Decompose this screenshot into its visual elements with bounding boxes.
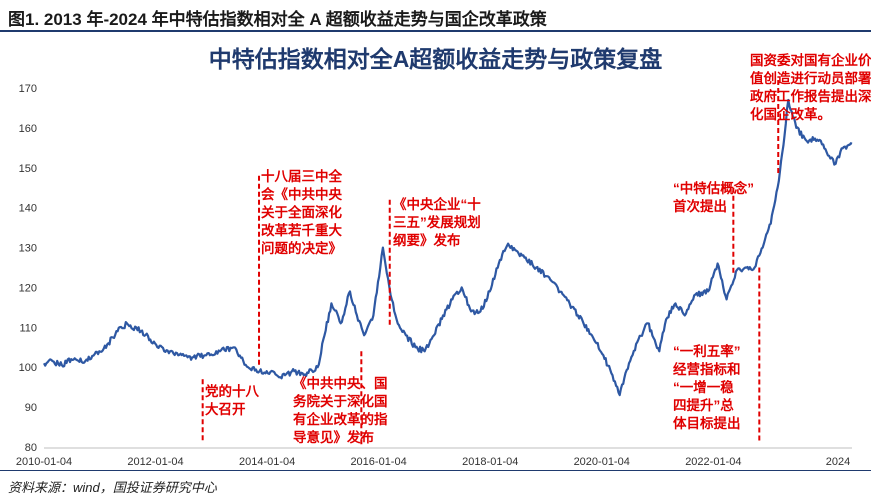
y-tick-label: 90 <box>25 402 37 414</box>
policy-annotation-4: 《中央企业“十 三五”发展规划 纲要》发布 <box>393 197 481 248</box>
policy-annotation-3: 《中共中央、国 务院关于深化国 有企业改革的指 导意见》发布 <box>293 376 388 445</box>
x-tick-label: 2012-01-04 <box>127 456 183 468</box>
x-tick-label: 2014-01-04 <box>239 456 295 468</box>
policy-annotation-5: “中特估概念” 首次提出 <box>673 181 754 214</box>
x-tick-label: 2016-01-04 <box>350 456 406 468</box>
y-tick-label: 140 <box>19 203 37 215</box>
figure-title: 图1. 2013 年-2024 年中特估指数相对全 A 超额收益走势与国企改革政… <box>8 10 547 29</box>
policy-annotation-2: 十八届三中全 会《中共中央 关于全面深化 改革若千重大 问题的决定》 <box>261 169 342 256</box>
chart-title: 中特估指数相对全A超额收益走势与政策复盘 <box>208 46 663 72</box>
excess-return-line-chart: 80 90 100 110 120 130 140 150 160 170 2010-01-04 20… <box>16 80 853 468</box>
source-note: 资料来源：wind，国投证券研究中心 <box>8 480 217 495</box>
policy-annotation-6: “一利五率” 经营指标和 “一增一稳 四提升”总 体目标提出 <box>673 344 741 431</box>
excess-return-series-line <box>43 98 853 397</box>
policy-annotation-1: 党的十八 大召开 <box>205 384 259 417</box>
figure-header: 图1. 2013 年-2024 年中特估指数相对全 A 超额收益走势与国企改革政… <box>0 0 871 32</box>
x-tick-label: 2020-01-04 <box>574 456 630 468</box>
header-rule <box>0 30 871 32</box>
x-tick-label: 2024 <box>826 456 850 468</box>
y-tick-label: 80 <box>25 442 37 454</box>
x-tick-label: 2010-01-04 <box>16 456 72 468</box>
y-tick-label: 120 <box>19 282 37 294</box>
source-rule <box>0 470 871 471</box>
y-tick-label: 110 <box>19 322 37 334</box>
y-tick-label: 130 <box>19 243 37 255</box>
y-tick-label: 150 <box>19 163 37 175</box>
x-tick-label: 2022-01-04 <box>685 456 741 468</box>
x-tick-label: 2018-01-04 <box>462 456 518 468</box>
y-tick-label: 160 <box>19 123 37 135</box>
y-tick-label: 100 <box>19 362 37 374</box>
y-tick-label: 170 <box>19 83 37 95</box>
